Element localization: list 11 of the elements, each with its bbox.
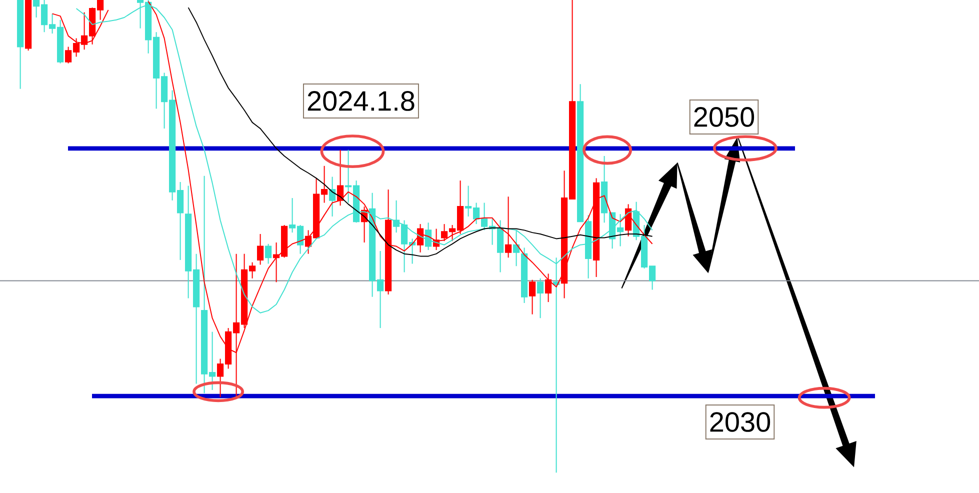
candlestick bbox=[505, 196, 512, 258]
candlestick bbox=[537, 278, 544, 319]
candlestick bbox=[329, 176, 336, 217]
text: 2030 bbox=[710, 412, 770, 432]
candlestick bbox=[513, 230, 520, 267]
candlestick bbox=[545, 273, 552, 303]
candlestick bbox=[257, 233, 264, 266]
text: 2050 bbox=[694, 107, 754, 127]
candlestick bbox=[265, 243, 272, 264]
candlestick bbox=[529, 279, 536, 315]
text: 2024.1.8 bbox=[308, 91, 414, 111]
